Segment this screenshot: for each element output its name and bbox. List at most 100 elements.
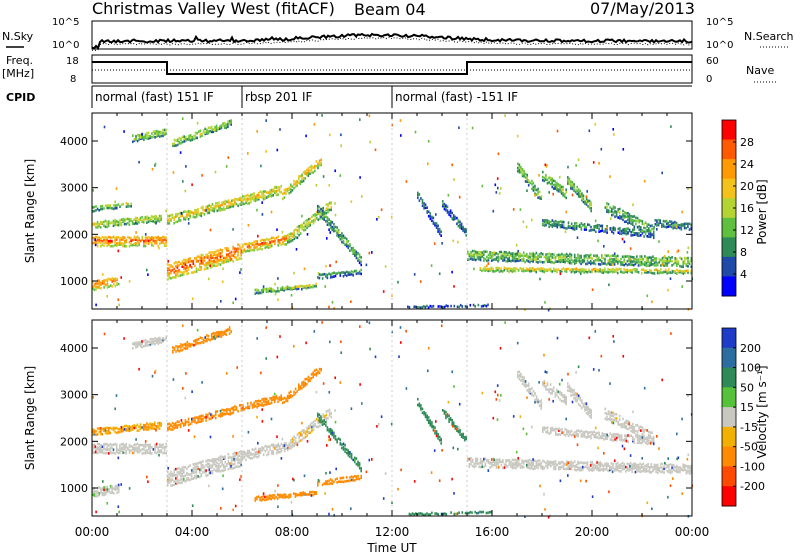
- heatmap-cell: [162, 446, 164, 449]
- heatmap-cell: [500, 254, 503, 257]
- heatmap-cell: [206, 474, 209, 477]
- heatmap-speckle: [273, 185, 276, 189]
- heatmap-cell: [270, 397, 273, 400]
- heatmap-cell: [290, 438, 292, 442]
- heatmap-cell: [517, 162, 519, 166]
- heatmap-cell: [266, 245, 268, 249]
- heatmap-cell: [304, 384, 306, 387]
- heatmap-speckle: [276, 148, 279, 152]
- heatmap-cell: [111, 451, 113, 455]
- heatmap-cell: [331, 429, 334, 433]
- heatmap-cell: [195, 209, 198, 212]
- heatmap-cell: [206, 334, 208, 337]
- heatmap-cell: [581, 198, 583, 202]
- heatmap-cell: [585, 201, 588, 204]
- heatmap-cell: [251, 448, 254, 451]
- heatmap-cell: [200, 206, 203, 210]
- heatmap-cell: [282, 446, 284, 449]
- heatmap-cell: [151, 446, 153, 449]
- heatmap-cell: [554, 258, 557, 262]
- heatmap-cell: [583, 465, 586, 469]
- heatmap-speckle: [380, 208, 383, 211]
- heatmap-cell: [325, 480, 327, 483]
- heatmap-cell: [568, 182, 571, 186]
- heatmap-cell: [623, 271, 625, 274]
- heatmap-cell: [266, 241, 268, 245]
- heatmap-cell: [676, 464, 678, 468]
- heatmap-cell: [202, 414, 204, 418]
- heatmap-cell: [584, 202, 586, 205]
- heatmap-cell: [147, 131, 150, 135]
- heatmap-speckle: [430, 264, 433, 267]
- heatmap-cell: [618, 466, 621, 469]
- heatmap-speckle: [457, 219, 460, 222]
- heatmap-cell: [613, 467, 616, 471]
- heatmap-cell: [238, 247, 241, 250]
- heatmap-cell: [259, 449, 262, 453]
- heatmap-cell: [135, 222, 137, 225]
- heatmap-cell: [101, 427, 104, 431]
- heatmap-cell: [543, 219, 546, 222]
- heatmap-cell: [570, 262, 573, 265]
- heatmap-speckle: [676, 225, 678, 229]
- heatmap-cell: [197, 268, 199, 271]
- heatmap-cell: [227, 247, 230, 251]
- heatmap-cell: [230, 407, 233, 410]
- heatmap-cell: [290, 190, 292, 194]
- heatmap-cell: [572, 464, 574, 468]
- heatmap-cell: [687, 261, 689, 265]
- heatmap-speckle: [335, 260, 337, 264]
- heatmap-cell: [198, 255, 201, 259]
- heatmap-cell: [682, 469, 684, 472]
- heatmap-cell: [122, 220, 124, 223]
- heatmap-cell: [243, 242, 246, 246]
- heatmap-cell: [465, 435, 467, 439]
- heatmap-speckle: [441, 242, 443, 245]
- heatmap-cell: [208, 459, 211, 462]
- heatmap-cell: [92, 490, 94, 494]
- heatmap-cell: [542, 465, 544, 469]
- heatmap-cell: [216, 253, 219, 257]
- heatmap-cell: [222, 206, 225, 209]
- heatmap-cell: [543, 176, 546, 180]
- heatmap-cell: [532, 269, 534, 272]
- heatmap-cell: [117, 220, 120, 224]
- heatmap-cell: [419, 306, 422, 309]
- heatmap-speckle: [487, 262, 490, 265]
- heatmap-cell: [146, 451, 148, 455]
- heatmap-cell: [92, 451, 94, 454]
- heatmap-cell: [154, 451, 156, 454]
- heatmap-cell: [234, 405, 236, 408]
- heatmap-cell: [157, 339, 160, 343]
- heatmap-cell: [360, 467, 362, 470]
- heatmap-cell: [511, 466, 514, 470]
- heatmap-cell: [475, 253, 477, 256]
- heatmap-cell: [551, 460, 554, 464]
- heatmap-cell: [197, 475, 199, 478]
- heatmap-speckle: [368, 251, 371, 255]
- heatmap-speckle: [296, 236, 299, 240]
- heatmap-cell: [104, 428, 107, 432]
- heatmap-cell: [574, 226, 576, 230]
- heatmap-cell: [651, 227, 653, 231]
- heatmap-cell: [489, 461, 491, 464]
- heatmap-cell: [578, 254, 581, 258]
- heatmap-cell: [288, 394, 290, 398]
- heatmap-cell: [160, 131, 163, 134]
- heatmap-cell: [617, 208, 619, 211]
- heatmap-cell: [620, 232, 623, 236]
- heatmap-cell: [502, 254, 504, 258]
- heatmap-speckle: [447, 193, 450, 197]
- heatmap-cell: [127, 428, 129, 431]
- heatmap-cell: [112, 222, 115, 226]
- heatmap-cell: [181, 348, 184, 352]
- heatmap-cell: [187, 212, 190, 216]
- heatmap-cell: [229, 205, 231, 209]
- heatmap-cell: [479, 268, 482, 271]
- heatmap-cell: [609, 227, 612, 230]
- heatmap-cell: [195, 462, 198, 465]
- heatmap-cell: [599, 268, 601, 271]
- heatmap-cell: [214, 129, 216, 132]
- heatmap-cell: [492, 460, 495, 464]
- heatmap-cell: [173, 142, 176, 145]
